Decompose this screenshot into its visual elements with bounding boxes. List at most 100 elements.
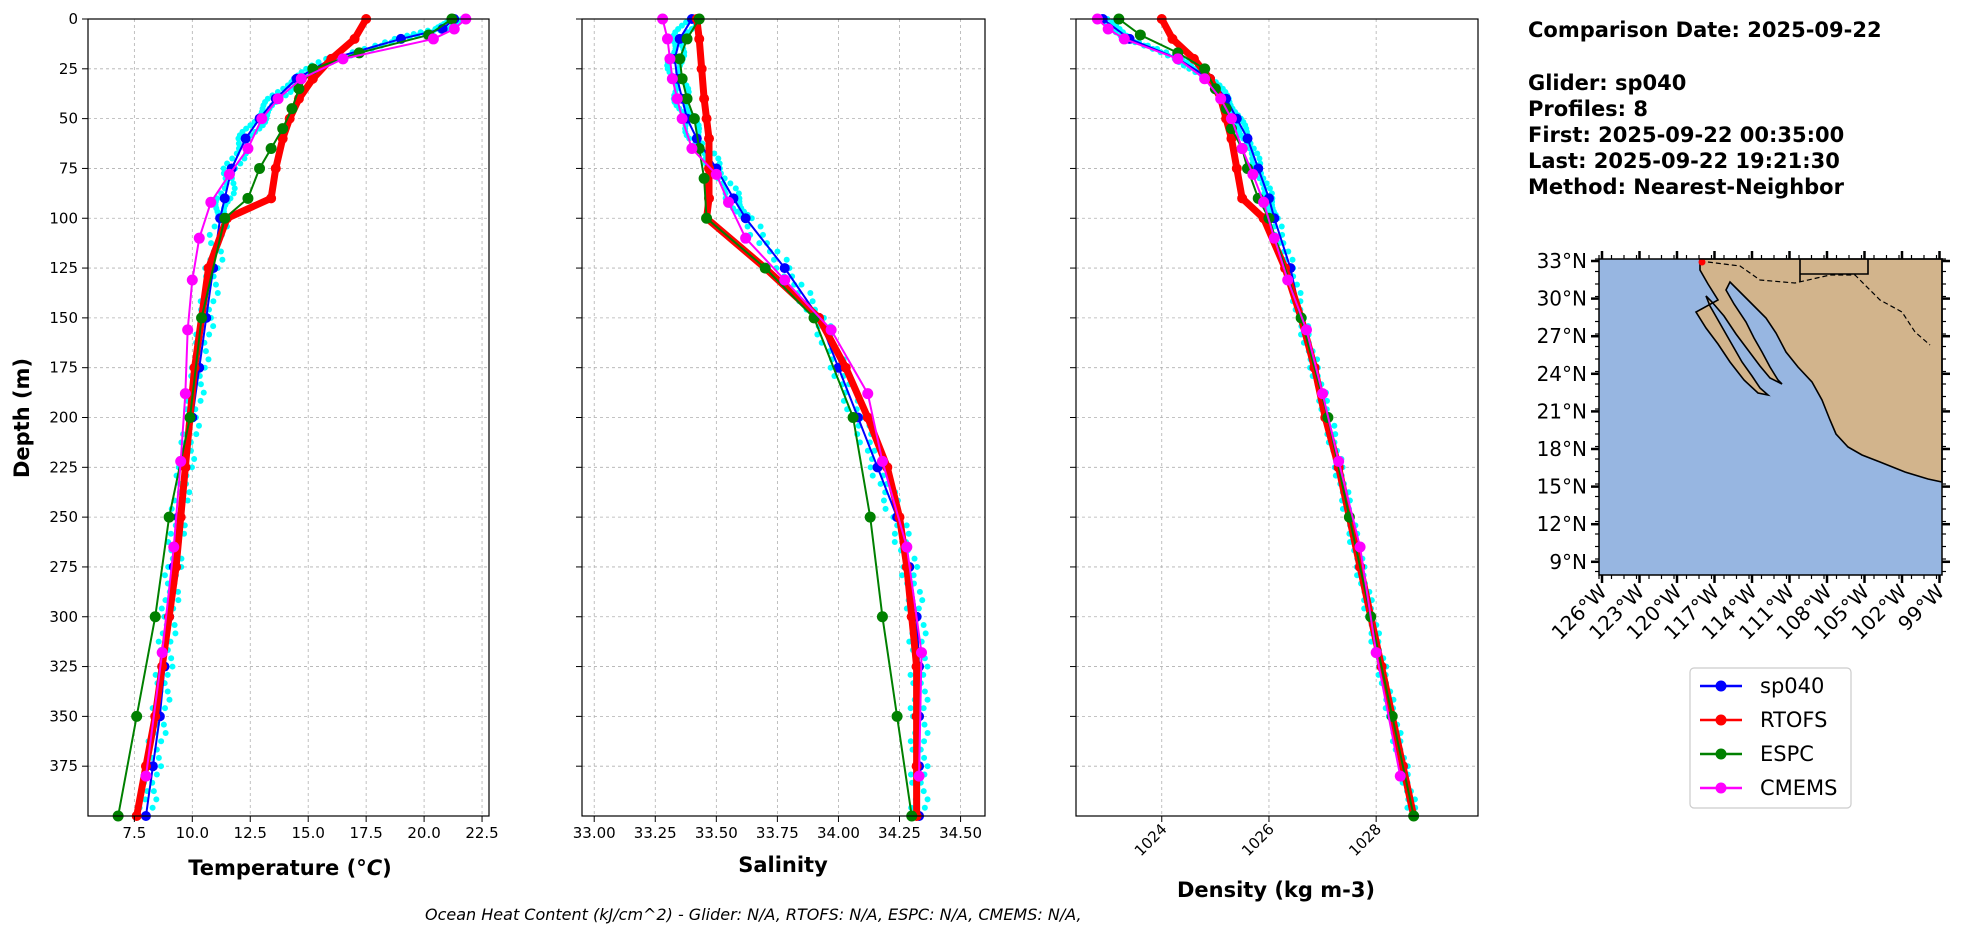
series-point-cmems — [876, 455, 888, 467]
series-point-espc — [163, 511, 175, 523]
glider-raw-point — [153, 796, 160, 803]
series-point-cmems — [1215, 93, 1227, 105]
y-tick-label: 200 — [49, 409, 78, 427]
series-point-cmems — [676, 113, 688, 125]
glider-raw-point — [903, 522, 910, 529]
last-time: Last: 2025-09-22 19:21:30 — [1528, 149, 1840, 173]
glider-raw-point — [214, 289, 221, 296]
series-point-cmems — [1258, 196, 1270, 208]
glider-raw-point — [924, 663, 931, 670]
series-point-cmems — [1199, 73, 1211, 85]
x-tick-label: 17.5 — [349, 824, 382, 842]
series-point-rtofs — [911, 661, 922, 672]
series-point-cmems — [1247, 168, 1259, 180]
series-point-sp040 — [240, 133, 251, 144]
series-point-espc — [681, 33, 693, 45]
y-tick-label: 125 — [49, 259, 78, 277]
comparison-date: Comparison Date: 2025-09-22 — [1528, 18, 1882, 42]
glider-raw-point — [168, 655, 175, 662]
series-point-sp040 — [779, 263, 790, 274]
series-point-espc — [265, 143, 277, 155]
glider-raw-point — [164, 671, 171, 678]
glider-raw-point — [783, 256, 790, 263]
x-tick-label: 10.0 — [176, 824, 209, 842]
series-line-cmems — [144, 18, 467, 777]
series-point-cmems — [168, 541, 180, 553]
glider-raw-point — [235, 135, 242, 142]
legend-label: RTOFS — [1760, 708, 1827, 732]
ocean-heat-content-footer: Ocean Heat Content (kJ/cm^2) - Glider: N… — [425, 905, 1082, 924]
series-point-espc — [196, 312, 208, 324]
glider-raw-point — [200, 389, 207, 396]
glider-raw-point — [217, 248, 224, 255]
map-lat-label: 24°N — [1537, 362, 1587, 386]
series-point-rtofs — [911, 711, 922, 722]
glider-raw-point — [877, 480, 884, 487]
series-point-espc — [701, 212, 713, 224]
series-point-rtofs — [862, 412, 873, 423]
glider-raw-points — [664, 16, 931, 811]
glider-raw-point — [715, 155, 722, 162]
glider-raw-point — [924, 696, 931, 703]
salinity-axis-label: Salinity — [738, 853, 828, 877]
series-point-cmems — [666, 73, 678, 85]
series-point-espc — [1134, 29, 1146, 41]
glider-raw-point — [160, 721, 167, 728]
glider-raw-point — [1293, 281, 1300, 288]
series-line-sp040 — [673, 18, 921, 816]
glider-raw-point — [910, 572, 917, 579]
glider-raw-point — [184, 497, 191, 504]
glider-raw-point — [315, 59, 322, 66]
glider-raw-point — [1332, 431, 1339, 438]
series-espc — [112, 13, 458, 822]
series-cmems — [1091, 13, 1406, 782]
series-point-rtofs — [270, 163, 281, 174]
series-point-espc — [698, 172, 710, 184]
glider-raw-point — [186, 489, 193, 496]
glider-raw-point — [212, 281, 219, 288]
series-point-espc — [681, 93, 693, 105]
y-tick-label: 25 — [59, 60, 78, 78]
y-tick-label: 75 — [59, 159, 78, 177]
series-point-espc — [242, 192, 254, 204]
map-lat-label: 27°N — [1537, 324, 1587, 348]
series-point-rtofs — [189, 362, 200, 373]
method: Method: Nearest-Neighbor — [1528, 175, 1845, 199]
series-point-cmems — [1394, 770, 1406, 782]
series-point-cmems — [295, 73, 307, 85]
y-tick-label: 50 — [59, 110, 78, 128]
series-point-espc — [149, 611, 161, 623]
series-point-rtofs — [203, 263, 214, 274]
depth-axis-label: Depth (m) — [10, 358, 34, 478]
glider-raw-point — [924, 763, 931, 770]
glider-raw-point — [1256, 155, 1263, 162]
map-border-box — [1799, 259, 1869, 282]
series-point-espc — [676, 73, 688, 85]
x-tick-label: 1024 — [1131, 820, 1171, 860]
glider-raw-point — [1331, 422, 1338, 429]
series-point-cmems — [337, 53, 349, 65]
glider-raw-point — [1263, 180, 1270, 187]
glider-raw-point — [1285, 248, 1292, 255]
glider-raw-point — [798, 281, 805, 288]
glider-raw-point — [756, 240, 763, 247]
series-point-cmems — [448, 23, 460, 35]
map-lat-label: 12°N — [1537, 512, 1587, 536]
glider-raw-points — [1098, 16, 1419, 811]
glider-raw-point — [142, 796, 149, 803]
series-point-espc — [277, 123, 289, 135]
legend-marker — [1715, 714, 1727, 726]
glider-raw-point — [916, 588, 923, 595]
glider-raw-point — [924, 729, 931, 736]
series-point-rtofs — [696, 63, 707, 74]
series-point-rtofs — [701, 113, 712, 124]
series-point-cmems — [671, 93, 683, 105]
series-point-sp040 — [147, 761, 158, 772]
x-tick-label: 33.25 — [634, 824, 677, 842]
legend-entry-sp040: sp040 — [1700, 674, 1824, 698]
series-line-espc — [678, 18, 913, 817]
glider-raw-point — [711, 150, 718, 157]
glider-raw-point — [208, 240, 215, 247]
series-point-cmems — [140, 770, 152, 782]
